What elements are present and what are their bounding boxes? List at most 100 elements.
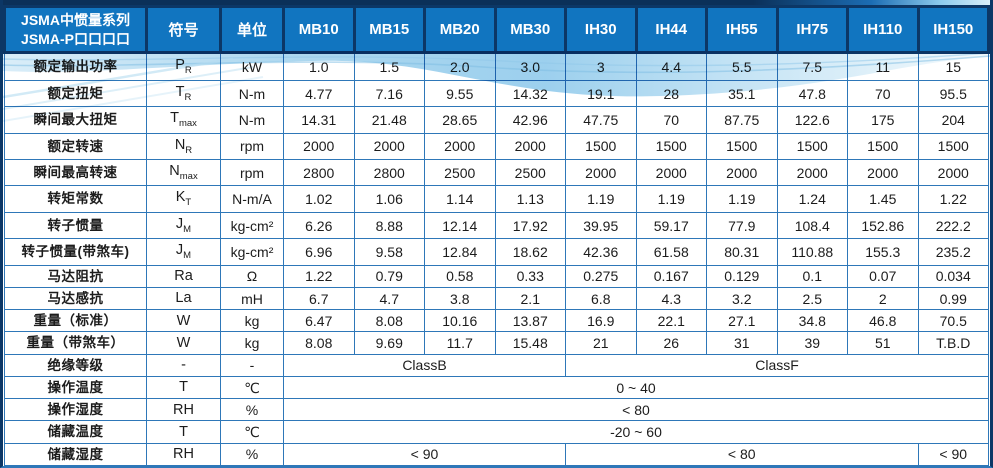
value-cell: 70 bbox=[635, 106, 707, 134]
value-cell: 6.8 bbox=[565, 286, 637, 311]
table-row: 瞬间最大扭矩 Tmax N-m 14.31 21.48 28.65 42.96 47.75 70… bbox=[4, 106, 989, 134]
table-body: 额定输出功率 PR kW 1.0 1.5 2.0 3.0 3 4.4 5.5 7.5 11 15 额定扭矩… bbox=[4, 52, 989, 466]
value-cell: 2000 bbox=[494, 132, 566, 161]
table-row: 额定输出功率 PR kW 1.0 1.5 2.0 3.0 3 4.4 5.5 7.5 11 15 bbox=[4, 52, 989, 81]
table-row: 储藏湿度 RH% < 90 < 80 < 90 bbox=[4, 442, 989, 466]
value-cell: 31 bbox=[706, 331, 778, 355]
column-header-model: IH55 bbox=[705, 5, 779, 54]
row-symbol: TR bbox=[146, 79, 221, 108]
value-cell: 2000 bbox=[635, 159, 707, 187]
value-cell: 3.0 bbox=[494, 52, 566, 81]
value-cell: 2 bbox=[847, 286, 919, 311]
row-label: 额定输出功率 bbox=[4, 52, 147, 81]
span-cell: < 80 bbox=[283, 398, 989, 422]
value-cell: 8.08 bbox=[353, 309, 425, 333]
table-row: 马达感抗 La mH 6.7 4.7 3.8 2.1 6.8 4.3 3.2 2.5 2 0.99 bbox=[4, 286, 989, 311]
value-cell: 0.99 bbox=[917, 286, 989, 311]
row-label: 瞬间最高转速 bbox=[4, 159, 147, 187]
value-cell: 0.33 bbox=[494, 264, 566, 288]
table-row: 额定转速 NR rpm 2000 2000 2000 2000 1500 1500 1500 150… bbox=[4, 132, 989, 161]
row-symbol: JM bbox=[146, 211, 221, 240]
value-cell: 1500 bbox=[635, 132, 707, 161]
table-row: 额定扭矩 TR N-m 4.77 7.16 9.55 14.32 19.1 28 35.1 47.8… bbox=[4, 79, 989, 108]
value-cell: 1500 bbox=[776, 132, 848, 161]
value-cell: 42.36 bbox=[565, 238, 637, 266]
table-row: 转矩常数 KT N-m/A 1.02 1.06 1.14 1.13 1.19 1.19 1.19 1… bbox=[4, 185, 989, 213]
column-header-model: MB10 bbox=[282, 5, 356, 54]
value-cell: 70 bbox=[847, 79, 919, 108]
value-cell: 87.75 bbox=[706, 106, 778, 134]
row-symbol: NR bbox=[146, 132, 221, 161]
value-cell: 175 bbox=[847, 106, 919, 134]
column-header-unit: 单位 bbox=[219, 5, 285, 54]
row-unit: N-m/A bbox=[220, 185, 284, 213]
value-cell: 17.92 bbox=[494, 211, 566, 240]
value-cell: 2000 bbox=[917, 159, 989, 187]
value-cell: 47.8 bbox=[776, 79, 848, 108]
value-cell: 4.3 bbox=[635, 286, 707, 311]
value-cell: 13.87 bbox=[494, 309, 566, 333]
row-symbol: - bbox=[146, 353, 221, 377]
value-cell: 80.31 bbox=[706, 238, 778, 266]
value-cell: 3.8 bbox=[424, 286, 496, 311]
span-cell: ClassF bbox=[565, 353, 989, 377]
row-label: 操作湿度 bbox=[4, 398, 147, 422]
value-cell: 4.7 bbox=[353, 286, 425, 311]
value-cell: 21.48 bbox=[353, 106, 425, 134]
span-cell: < 90 bbox=[917, 442, 989, 466]
value-cell: 0.79 bbox=[353, 264, 425, 288]
row-unit: rpm bbox=[220, 159, 284, 187]
row-unit: % bbox=[220, 442, 284, 466]
row-label: 马达阻抗 bbox=[4, 264, 147, 288]
value-cell: 1.19 bbox=[565, 185, 637, 213]
header-row: JSMA中惯量系列 JSMA-P口口口口 符号 单位 MB10 MB15 MB20 M… bbox=[3, 5, 990, 54]
column-header-model: MB20 bbox=[423, 5, 497, 54]
value-cell: 10.16 bbox=[424, 309, 496, 333]
row-label: 储藏湿度 bbox=[4, 442, 147, 466]
value-cell: 0.129 bbox=[706, 264, 778, 288]
row-symbol: Nmax bbox=[146, 159, 221, 187]
value-cell: 6.47 bbox=[283, 309, 355, 333]
value-cell: 1.22 bbox=[283, 264, 355, 288]
value-cell: 204 bbox=[917, 106, 989, 134]
top-strip-decoration bbox=[3, 0, 990, 5]
row-unit: kg-cm² bbox=[220, 211, 284, 240]
value-cell: 34.8 bbox=[776, 309, 848, 333]
value-cell: 2500 bbox=[494, 159, 566, 187]
row-symbol: W bbox=[146, 309, 221, 333]
column-header-model: IH75 bbox=[775, 5, 849, 54]
value-cell: 2.1 bbox=[494, 286, 566, 311]
value-cell: 39 bbox=[776, 331, 848, 355]
column-header-model: IH150 bbox=[916, 5, 990, 54]
value-cell: 1500 bbox=[565, 132, 637, 161]
value-cell: 2.0 bbox=[424, 52, 496, 81]
value-cell: 1500 bbox=[847, 132, 919, 161]
row-unit: Ω bbox=[220, 264, 284, 288]
value-cell: 95.5 bbox=[917, 79, 989, 108]
value-cell: 51 bbox=[847, 331, 919, 355]
value-cell: 2000 bbox=[776, 159, 848, 187]
row-unit: kW bbox=[220, 52, 284, 81]
row-unit: mH bbox=[220, 286, 284, 311]
value-cell: 16.9 bbox=[565, 309, 637, 333]
value-cell: 0.275 bbox=[565, 264, 637, 288]
row-label: 额定转速 bbox=[4, 132, 147, 161]
row-label: 重量（标准） bbox=[4, 309, 147, 333]
value-cell: 19.1 bbox=[565, 79, 637, 108]
row-symbol: W bbox=[146, 331, 221, 355]
value-cell: 27.1 bbox=[706, 309, 778, 333]
row-symbol: KT bbox=[146, 185, 221, 213]
span-cell: < 80 bbox=[565, 442, 919, 466]
value-cell: 0.07 bbox=[847, 264, 919, 288]
value-cell: 0.1 bbox=[776, 264, 848, 288]
motor-spec-table: JSMA中惯量系列 JSMA-P口口口口 符号 单位 MB10 MB15 MB20 M… bbox=[3, 5, 990, 466]
value-cell: 18.62 bbox=[494, 238, 566, 266]
row-unit: kg bbox=[220, 331, 284, 355]
table-row: 瞬间最高转速 Nmax rpm 2800 2800 2500 2500 2000 2000 200… bbox=[4, 159, 989, 187]
value-cell: 2500 bbox=[424, 159, 496, 187]
value-cell: 6.7 bbox=[283, 286, 355, 311]
row-label: 操作温度 bbox=[4, 375, 147, 400]
row-unit: N-m bbox=[220, 79, 284, 108]
